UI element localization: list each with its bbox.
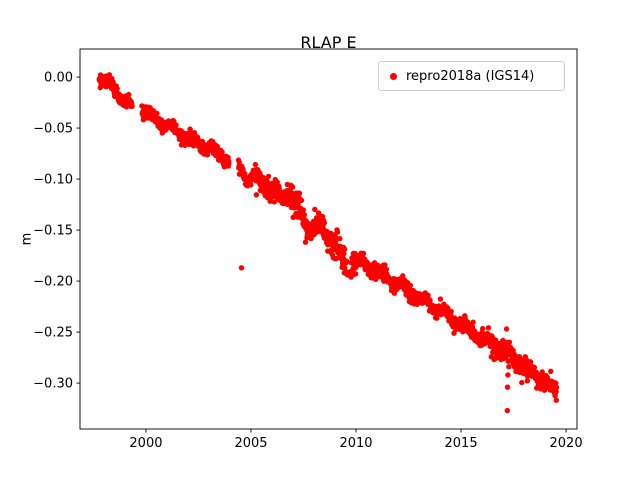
- y-tick-label: −0.30: [33, 377, 73, 392]
- y-tick-label: −0.25: [33, 326, 73, 341]
- x-tick-label: 2000: [129, 436, 162, 451]
- x-tick-label: 2015: [445, 436, 478, 451]
- legend-label: repro2018a (IGS14): [406, 68, 535, 84]
- axes-frame: [79, 48, 578, 430]
- x-tick-label: 2005: [234, 436, 267, 451]
- legend-marker-dot: [390, 72, 397, 80]
- y-tick-label: −0.15: [33, 224, 73, 239]
- y-tick-label: −0.05: [33, 122, 73, 137]
- x-tick-label: 2020: [550, 436, 583, 451]
- chart-title: RLAP E: [300, 33, 357, 52]
- y-tick-label: 0.00: [44, 71, 73, 86]
- y-tick-label: −0.10: [33, 173, 73, 188]
- y-tick-label: −0.20: [33, 275, 73, 290]
- legend: repro2018a (IGS14): [378, 61, 565, 91]
- x-tick-label: 2010: [339, 436, 372, 451]
- scatter-points: [96, 72, 560, 414]
